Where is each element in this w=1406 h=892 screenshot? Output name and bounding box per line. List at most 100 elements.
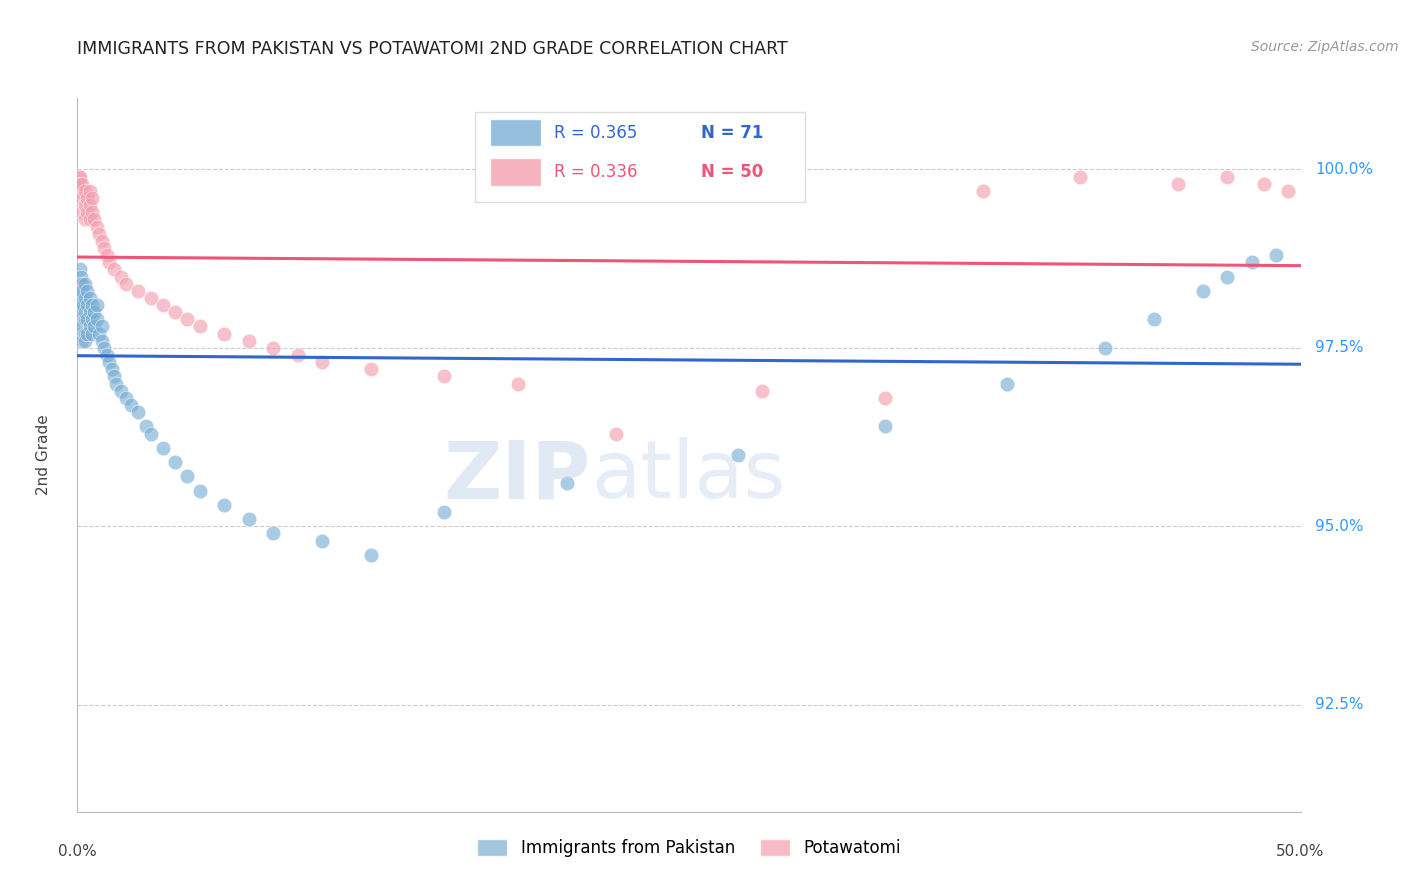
Point: [73, 184, 96, 198]
Point: [100, 362, 122, 376]
Point: [115, 391, 138, 405]
Point: [69, 312, 91, 326]
Point: [79, 319, 101, 334]
Point: [176, 469, 198, 483]
Text: R = 0.336: R = 0.336: [554, 163, 638, 181]
Text: N = 50: N = 50: [702, 163, 763, 181]
Point: [80, 326, 103, 341]
Point: [165, 455, 187, 469]
Point: [90, 234, 112, 248]
Point: [73, 198, 96, 212]
Point: [73, 326, 96, 341]
Point: [152, 441, 174, 455]
Point: [360, 548, 382, 562]
Point: [79, 291, 101, 305]
Point: [76, 284, 98, 298]
Point: [165, 305, 187, 319]
Point: [93, 241, 115, 255]
Point: [69, 305, 91, 319]
Text: 0.0%: 0.0%: [58, 844, 97, 859]
Point: [79, 184, 101, 198]
Point: [103, 262, 125, 277]
Point: [238, 512, 260, 526]
Point: [139, 426, 162, 441]
Point: [1069, 169, 1091, 184]
Point: [76, 298, 98, 312]
Point: [103, 369, 125, 384]
Point: [70, 269, 93, 284]
Point: [110, 269, 132, 284]
Point: [70, 284, 93, 298]
Point: [69, 291, 91, 305]
Point: [238, 334, 260, 348]
Point: [96, 348, 118, 362]
Point: [96, 248, 118, 262]
Point: [139, 291, 162, 305]
Point: [70, 177, 93, 191]
Point: [93, 341, 115, 355]
Point: [70, 205, 93, 219]
Point: [98, 255, 121, 269]
Point: [555, 476, 578, 491]
Point: [311, 355, 333, 369]
Point: [80, 191, 103, 205]
Text: 50.0%: 50.0%: [1277, 844, 1324, 859]
Point: [69, 298, 91, 312]
Point: [76, 326, 98, 341]
Point: [70, 291, 93, 305]
Point: [127, 284, 149, 298]
Point: [79, 198, 101, 212]
Point: [176, 312, 198, 326]
FancyBboxPatch shape: [475, 112, 806, 202]
Text: N = 71: N = 71: [702, 124, 763, 142]
Point: [89, 326, 111, 341]
Point: [873, 419, 896, 434]
Point: [1143, 312, 1166, 326]
Point: [69, 284, 91, 298]
Point: [433, 505, 456, 519]
Point: [1240, 255, 1263, 269]
Point: [83, 305, 105, 319]
Point: [69, 262, 91, 277]
Text: R = 0.365: R = 0.365: [554, 124, 638, 142]
Text: ZIP: ZIP: [444, 437, 591, 516]
Point: [76, 205, 98, 219]
Point: [73, 291, 96, 305]
Point: [67, 169, 90, 184]
Point: [605, 426, 627, 441]
Point: [1277, 184, 1299, 198]
Point: [79, 305, 101, 319]
Point: [1167, 177, 1189, 191]
Point: [972, 184, 994, 198]
Point: [212, 498, 235, 512]
Text: 97.5%: 97.5%: [1315, 341, 1364, 355]
Point: [98, 355, 121, 369]
Point: [73, 212, 96, 227]
Text: 92.5%: 92.5%: [1315, 698, 1364, 712]
Point: [212, 326, 235, 341]
Point: [73, 312, 96, 326]
Point: [727, 448, 749, 462]
Point: [69, 169, 91, 184]
Point: [506, 376, 529, 391]
FancyBboxPatch shape: [489, 120, 541, 146]
Point: [1216, 169, 1239, 184]
Point: [86, 312, 108, 326]
Point: [86, 298, 108, 312]
Text: Source: ZipAtlas.com: Source: ZipAtlas.com: [1251, 40, 1399, 54]
Point: [90, 319, 112, 334]
Point: [995, 376, 1018, 391]
Point: [72, 298, 94, 312]
Point: [79, 212, 101, 227]
Point: [70, 334, 93, 348]
Point: [188, 483, 211, 498]
Point: [1265, 248, 1288, 262]
Point: [262, 341, 284, 355]
Point: [115, 277, 138, 291]
Point: [73, 305, 96, 319]
Point: [188, 319, 211, 334]
Point: [73, 277, 96, 291]
Point: [67, 277, 90, 291]
Text: 2nd Grade: 2nd Grade: [35, 415, 51, 495]
Point: [433, 369, 456, 384]
